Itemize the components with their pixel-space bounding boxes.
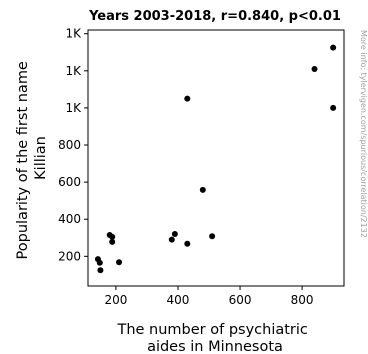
y-tick-label: 600 xyxy=(58,175,81,189)
data-points xyxy=(94,44,337,274)
x-tick-label: 400 xyxy=(167,293,190,307)
data-point xyxy=(168,236,175,243)
chart-title: Years 2003-2018, r=0.840, p<0.01 xyxy=(88,9,341,24)
data-point xyxy=(311,65,318,72)
y-axis-label-line-1: Popularity of the first name xyxy=(15,61,31,259)
y-tick-label: 1K xyxy=(65,64,82,78)
data-point xyxy=(330,104,337,111)
data-point xyxy=(96,259,103,266)
data-point xyxy=(109,238,116,245)
data-point xyxy=(109,233,116,240)
y-axis-label: Popularity of the first name Killian xyxy=(15,57,49,260)
x-axis-label-line-2: aides in Minnesota xyxy=(147,339,283,354)
y-tick-label: 200 xyxy=(58,249,81,263)
data-point xyxy=(184,95,191,102)
data-point xyxy=(171,231,178,238)
data-point xyxy=(330,44,337,51)
source-watermark: More info: tylervigen.com/spurious/corre… xyxy=(359,30,368,238)
y-axis-ticks: 200 400 600 800 1K 1K 1K xyxy=(58,27,88,263)
data-point xyxy=(97,267,104,274)
plot-frame xyxy=(87,29,345,287)
x-axis-label-line-1: The number of psychiatric xyxy=(116,322,307,338)
x-tick-label: 200 xyxy=(104,293,127,307)
y-tick-label: 800 xyxy=(58,138,81,152)
y-tick-label: 400 xyxy=(58,212,81,226)
x-axis-ticks: 200 400 600 800 xyxy=(104,286,314,307)
y-tick-label: 1K xyxy=(65,27,82,41)
data-point xyxy=(199,186,206,193)
data-point xyxy=(209,233,216,240)
data-point xyxy=(116,259,123,266)
data-point xyxy=(184,240,191,247)
x-axis-label: The number of psychiatric aides in Minne… xyxy=(116,322,312,354)
y-axis-label-line-2: Killian xyxy=(33,136,49,180)
x-tick-label: 600 xyxy=(229,293,252,307)
x-tick-label: 800 xyxy=(291,293,314,307)
y-tick-label: 1K xyxy=(65,101,82,115)
